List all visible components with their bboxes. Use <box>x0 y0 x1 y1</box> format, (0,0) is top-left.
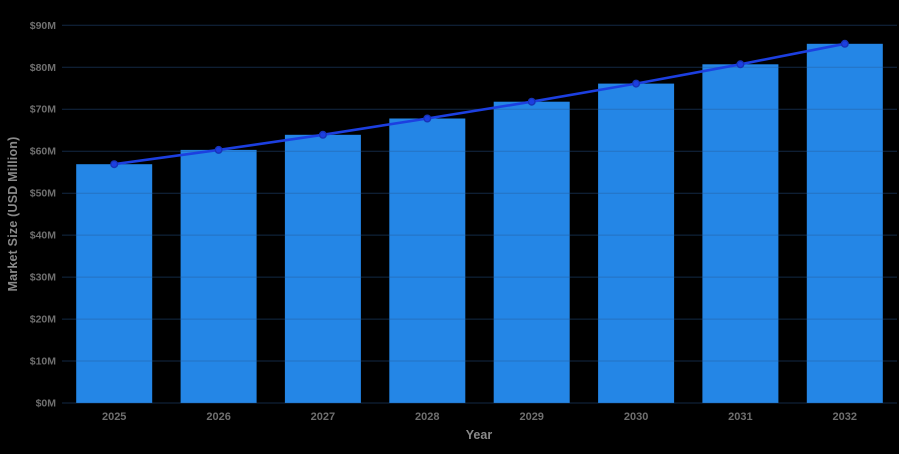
y-tick-label: $30M <box>30 272 57 284</box>
y-tick-label: $80M <box>30 62 57 74</box>
x-tick-label: 2031 <box>728 411 752 423</box>
x-tick-label: 2028 <box>415 411 439 423</box>
marker-2030 <box>632 79 641 88</box>
x-tick-label: 2025 <box>102 411 126 423</box>
bar-2025 <box>76 164 153 403</box>
marker-2028 <box>423 114 432 123</box>
x-tick-label: 2029 <box>519 411 543 423</box>
bar-2027 <box>284 134 361 404</box>
y-tick-label: $70M <box>30 104 57 116</box>
bar-2031 <box>702 64 779 404</box>
x-axis-title: Year <box>465 428 493 442</box>
y-tick-label: $20M <box>30 314 57 326</box>
marker-2027 <box>318 130 327 139</box>
y-tick-label: $10M <box>30 356 57 368</box>
x-tick-label: 2032 <box>833 411 857 423</box>
marker-2026 <box>214 145 223 154</box>
marker-2025 <box>110 160 119 169</box>
bar-2032 <box>806 43 883 404</box>
bar-2026 <box>180 149 257 403</box>
y-tick-label: $90M <box>30 20 57 32</box>
y-tick-label: $40M <box>30 230 57 242</box>
trend-line <box>112 42 847 166</box>
x-tick-label: 2027 <box>311 411 335 423</box>
bar-2028 <box>389 118 466 403</box>
marker-2031 <box>736 60 745 69</box>
y-tick-label: $50M <box>30 188 57 200</box>
marker-2032 <box>840 39 849 48</box>
x-tick-label: 2026 <box>206 411 230 423</box>
y-axis-title: Market Size (USD Million) <box>6 136 20 292</box>
marker-2029 <box>527 97 536 106</box>
y-tick-label: $0M <box>36 398 57 410</box>
x-tick-label: 2030 <box>624 411 648 423</box>
y-tick-label: $60M <box>30 146 57 158</box>
bar-2030 <box>598 83 675 403</box>
bar-2029 <box>493 101 570 403</box>
